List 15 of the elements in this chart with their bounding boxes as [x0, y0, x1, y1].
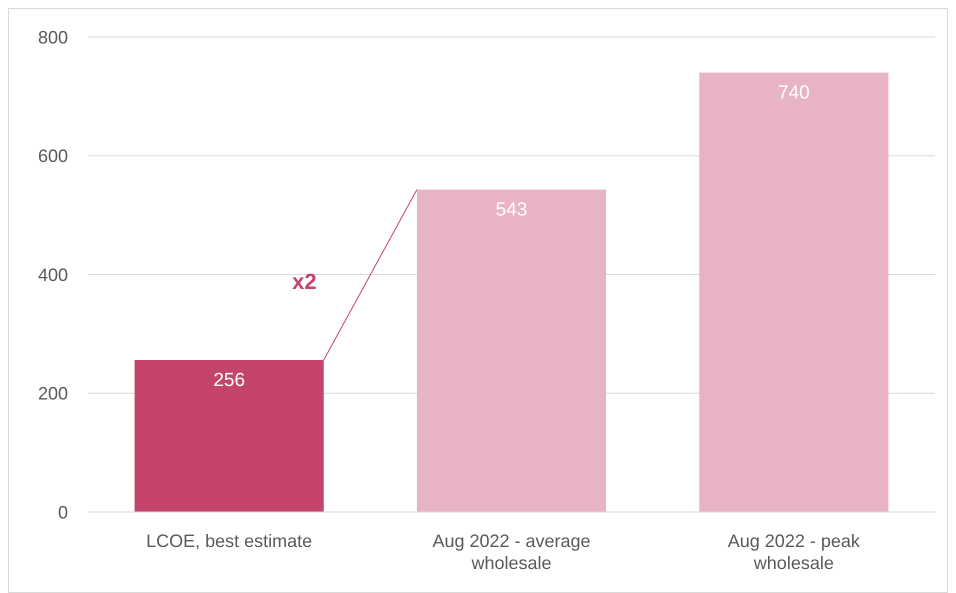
bar — [416, 190, 606, 512]
y-tick-label: 400 — [38, 264, 68, 285]
x-tick-label: Aug 2022 - average wholesale — [432, 531, 591, 573]
y-tick-label: 200 — [38, 384, 68, 404]
bar — [134, 360, 324, 512]
y-tick-label: 0 — [58, 502, 68, 522]
data-label: 256 — [213, 370, 246, 391]
x-tick-label: Aug 2022 - peak wholesale — [728, 531, 861, 573]
x-tick-label: LCOE, best estimate — [146, 531, 312, 551]
y-tick-label: 600 — [38, 146, 68, 166]
data-label: 740 — [778, 82, 810, 104]
data-label: 543 — [496, 200, 528, 221]
y-tick-label: 800 — [38, 27, 68, 48]
annotation: x2 — [292, 268, 317, 294]
bar — [699, 72, 888, 512]
